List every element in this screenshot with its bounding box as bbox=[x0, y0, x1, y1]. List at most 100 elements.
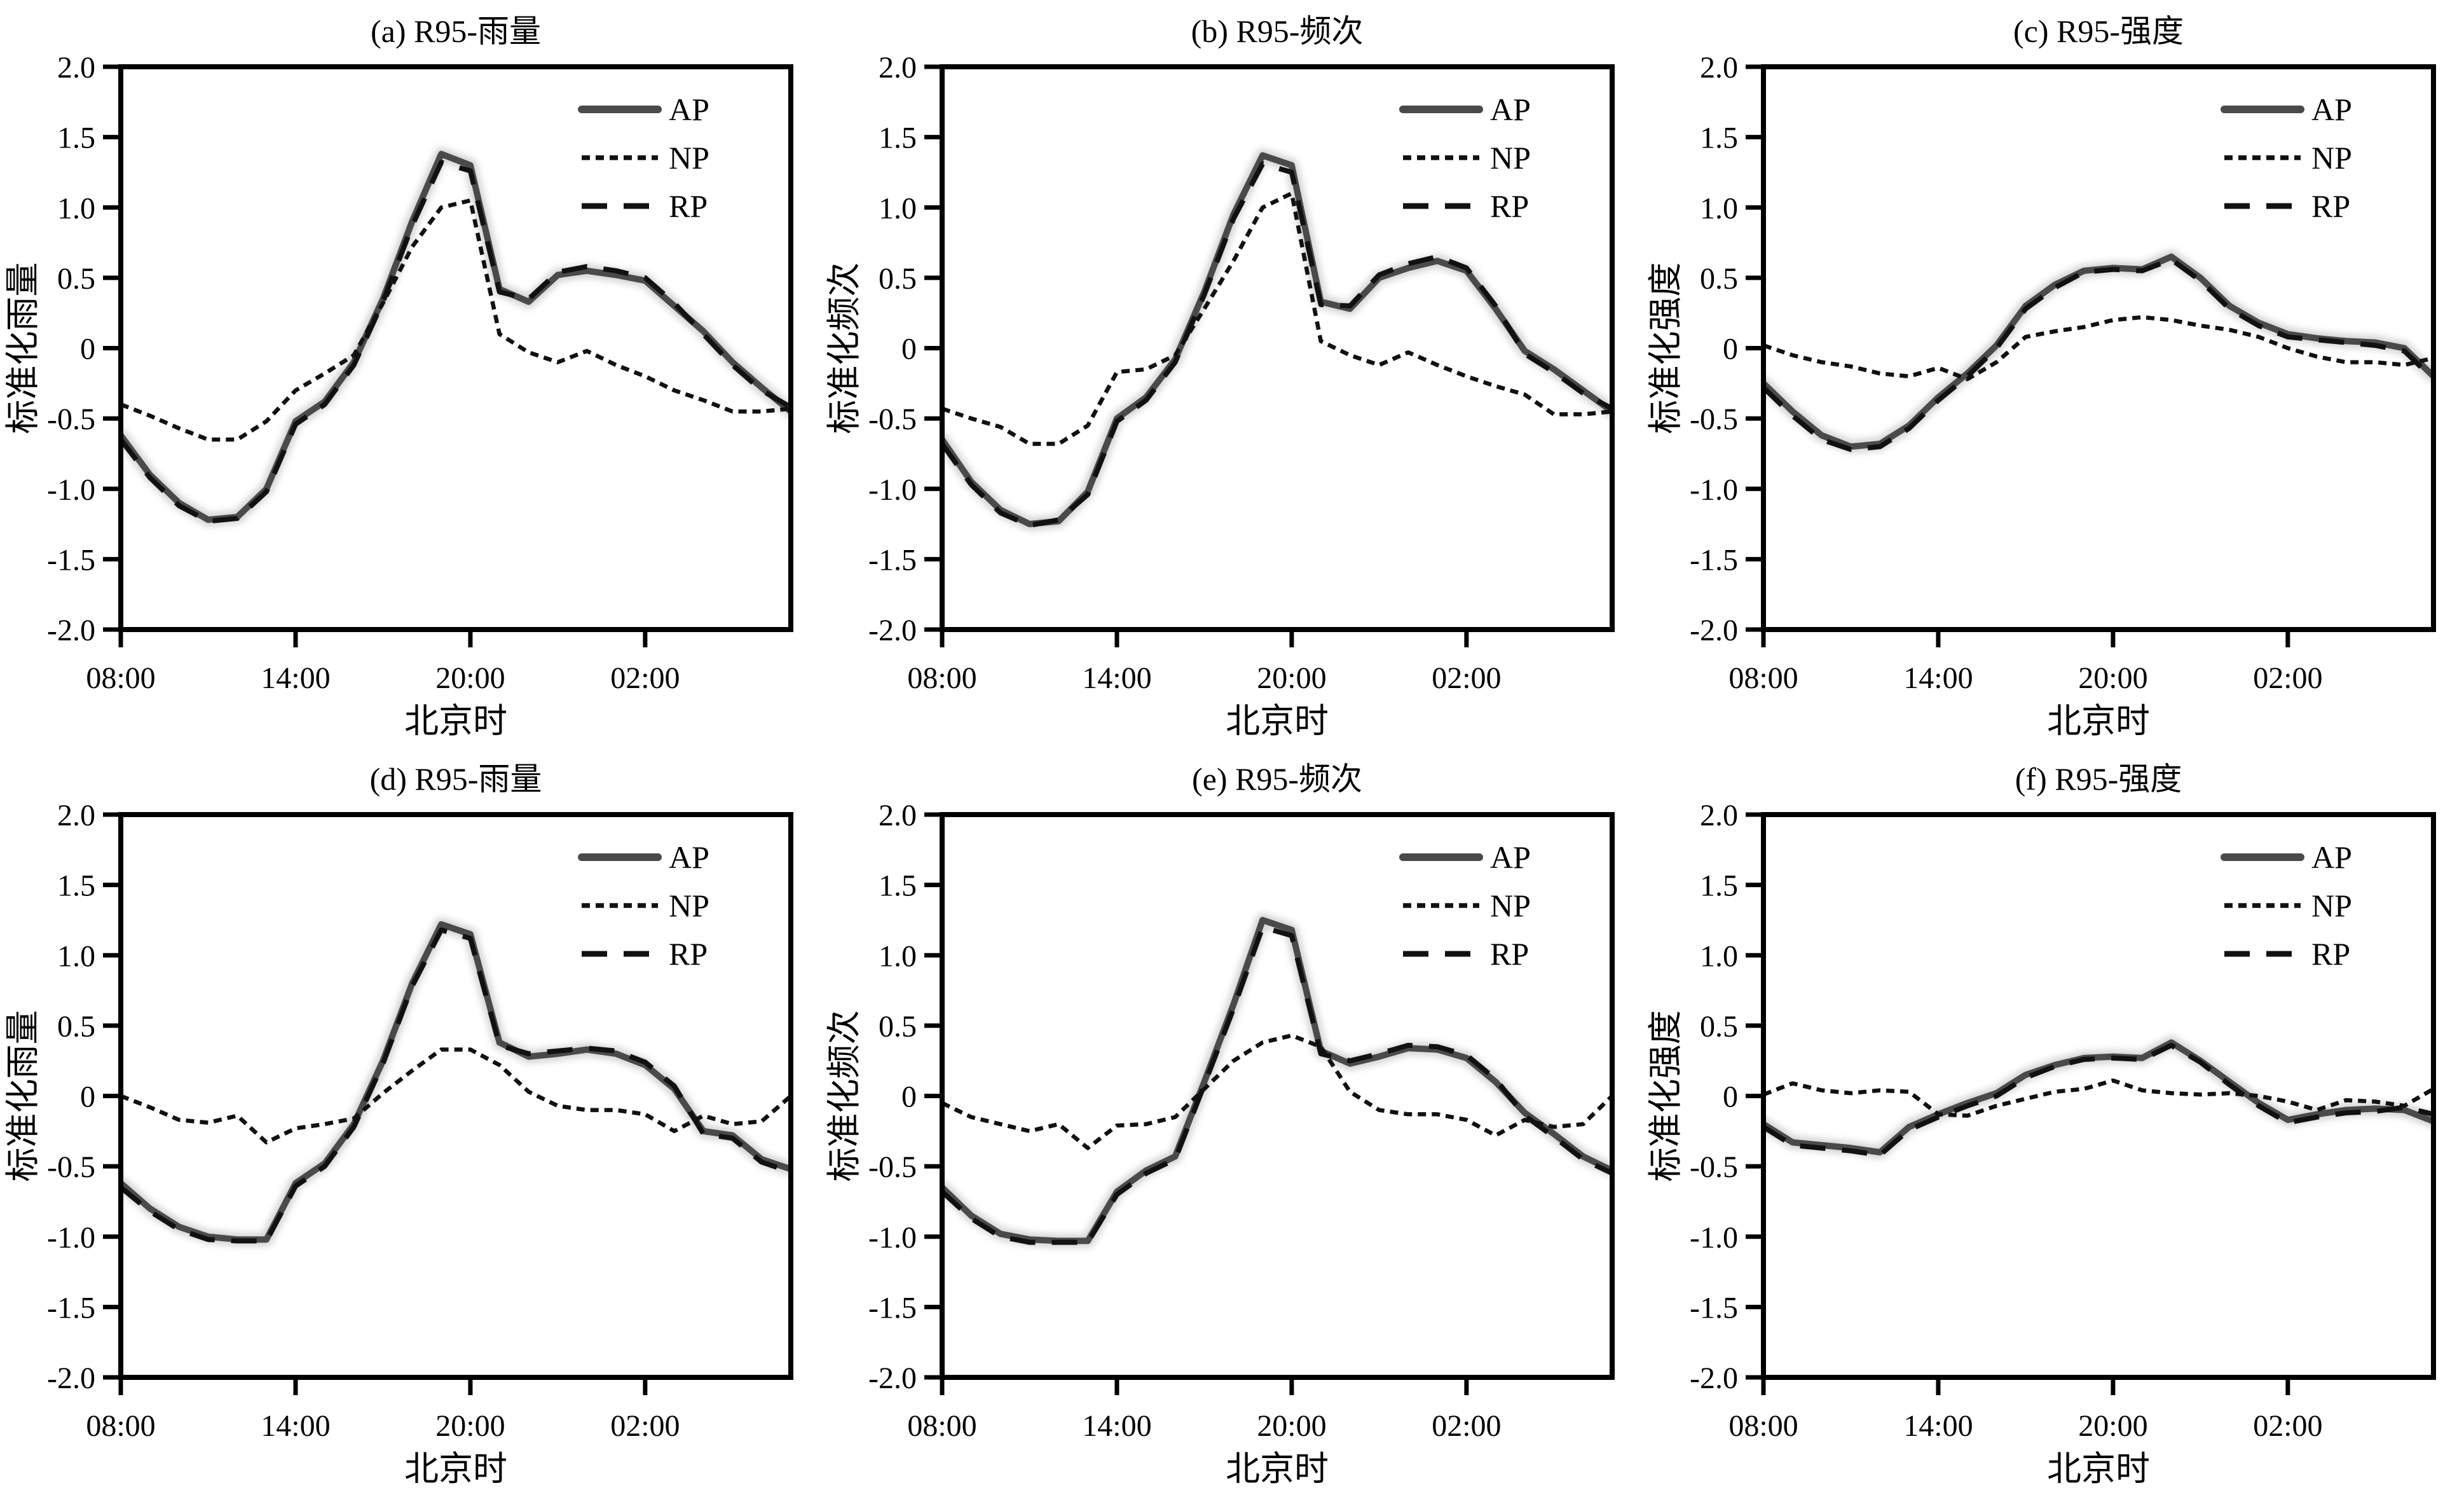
chart-d-y-axis-label: 标准化雨量 bbox=[4, 1010, 42, 1182]
y-tick-label: 0 bbox=[80, 1080, 95, 1113]
chart-e-x-axis-label: 北京时 bbox=[1226, 1450, 1329, 1488]
series-AP-halo bbox=[1763, 249, 2433, 454]
y-tick-label: -1.5 bbox=[47, 1291, 95, 1325]
plot-border bbox=[940, 811, 1615, 1380]
y-tick-label: 1.5 bbox=[879, 121, 917, 155]
series-NP-line bbox=[1763, 315, 2433, 382]
chart-e-title: (e) R95-频次 bbox=[1192, 761, 1362, 797]
legend-label-np: NP bbox=[669, 140, 709, 176]
y-tick-label: 2.0 bbox=[57, 799, 95, 832]
y-tick-label: 0.5 bbox=[1700, 1009, 1738, 1043]
y-tick-label: -0.5 bbox=[47, 403, 95, 436]
series-AP-line bbox=[1763, 253, 2433, 450]
x-tick-label: 14:00 bbox=[1903, 1409, 1973, 1443]
x-tick-label: 08:00 bbox=[907, 661, 976, 695]
y-tick-label: -0.5 bbox=[868, 1150, 917, 1184]
x-tick-label: 08:00 bbox=[907, 1409, 976, 1443]
plot-border bbox=[1761, 64, 2436, 632]
y-tick-label: 2.0 bbox=[1700, 799, 1738, 832]
legend-label-rp: RP bbox=[669, 188, 708, 224]
y-tick-label: 1.5 bbox=[57, 121, 95, 155]
y-tick-label: -1.0 bbox=[1690, 473, 1738, 507]
series-RP-line bbox=[942, 924, 1612, 1245]
legend-label-np: NP bbox=[2311, 140, 2352, 176]
y-tick-label: -1.5 bbox=[47, 543, 95, 577]
series-NP-line bbox=[942, 1033, 1612, 1150]
x-tick-label: 02:00 bbox=[2253, 661, 2322, 695]
x-tick-label: 08:00 bbox=[1728, 1409, 1798, 1443]
x-tick-label: 20:00 bbox=[2078, 661, 2147, 695]
y-tick-label: -2.0 bbox=[1690, 1361, 1738, 1395]
chart-e-y-axis-label: 标准化频次 bbox=[825, 1010, 863, 1182]
plot-border bbox=[940, 64, 1615, 632]
legend-label-np: NP bbox=[1490, 140, 1531, 176]
series-NP-line bbox=[942, 191, 1612, 446]
legend: AP NP RP bbox=[1395, 92, 1531, 224]
x-tick-label: 08:00 bbox=[86, 661, 155, 695]
legend-label-ap: AP bbox=[1490, 839, 1531, 875]
chart-b-title: (b) R95-频次 bbox=[1191, 13, 1364, 49]
y-tick-label: -0.5 bbox=[1690, 1150, 1738, 1184]
y-tick-label: -1.5 bbox=[1690, 543, 1738, 577]
y-tick-label: 2.0 bbox=[57, 51, 95, 85]
y-tick-label: -1.0 bbox=[868, 473, 917, 507]
legend: AP NP RP bbox=[574, 839, 709, 972]
chart-d: (d) R95-雨量 标准化雨量 2.0 1.5 1.0 0.5 0 -0.5 -1.0 -1.5… bbox=[0, 748, 821, 1495]
y-tick-label: 2.0 bbox=[879, 51, 917, 85]
series-AP-line bbox=[1763, 1038, 2433, 1155]
legend-label-rp: RP bbox=[1490, 936, 1529, 972]
y-tick-label: 2.0 bbox=[1700, 51, 1738, 85]
y-tick-label: -1.0 bbox=[868, 1220, 917, 1254]
y-tick-label: 0.5 bbox=[57, 1009, 95, 1043]
chart-d-title: (d) R95-雨量 bbox=[370, 761, 542, 797]
legend: AP NP RP bbox=[1395, 839, 1531, 972]
plot-border bbox=[118, 811, 793, 1380]
x-tick-label: 02:00 bbox=[2253, 1409, 2322, 1443]
y-tick-label: -1.0 bbox=[47, 1220, 95, 1254]
chart-f-title: (f) R95-强度 bbox=[2015, 761, 2182, 797]
chart-a-title: (a) R95-雨量 bbox=[371, 13, 541, 49]
legend-label-ap: AP bbox=[669, 92, 709, 127]
y-tick-label: 1.5 bbox=[1700, 121, 1738, 155]
y-tick-label: -2.0 bbox=[868, 1361, 917, 1395]
y-tick-label: 2.0 bbox=[879, 799, 917, 832]
legend-label-ap: AP bbox=[2311, 839, 2352, 875]
chart-f: (f) R95-强度 标准化强度 2.0 1.5 1.0 0.5 0 -0.5 -1.0 -1.5… bbox=[1643, 748, 2464, 1495]
series-RP-line bbox=[942, 161, 1612, 528]
y-tick-label: -1.0 bbox=[47, 473, 95, 507]
y-tick-label: -0.5 bbox=[1690, 403, 1738, 436]
y-tick-label: -1.5 bbox=[1690, 1291, 1738, 1325]
y-tick-label: 0 bbox=[1723, 1080, 1738, 1113]
x-tick-label: 02:00 bbox=[610, 661, 680, 695]
y-tick-label: 0 bbox=[80, 333, 95, 366]
legend: AP NP RP bbox=[2217, 839, 2352, 972]
y-tick-label: 0.5 bbox=[57, 262, 95, 296]
series-RP-line bbox=[121, 927, 791, 1243]
legend-label-ap: AP bbox=[669, 839, 709, 875]
y-tick-label: -1.5 bbox=[868, 1291, 917, 1325]
y-tick-label: -2.0 bbox=[47, 614, 95, 647]
x-tick-label: 14:00 bbox=[1903, 661, 1973, 695]
x-tick-label: 08:00 bbox=[1728, 661, 1798, 695]
x-tick-label: 14:00 bbox=[261, 1409, 330, 1443]
y-tick-label: -2.0 bbox=[1690, 614, 1738, 647]
chart-d-x-axis-label: 北京时 bbox=[404, 1450, 507, 1488]
y-tick-label: 1.5 bbox=[57, 869, 95, 902]
x-tick-label: 20:00 bbox=[435, 661, 505, 695]
series-RP-line bbox=[1763, 257, 2433, 452]
legend-label-rp: RP bbox=[1490, 188, 1529, 224]
x-tick-label: 20:00 bbox=[1257, 1409, 1326, 1443]
y-tick-label: 1.0 bbox=[1700, 191, 1738, 225]
x-tick-label: 14:00 bbox=[261, 661, 330, 695]
plot-border bbox=[118, 64, 793, 632]
x-tick-label: 02:00 bbox=[1432, 661, 1501, 695]
y-tick-label: -1.5 bbox=[868, 543, 917, 577]
y-tick-label: 1.5 bbox=[879, 869, 917, 902]
